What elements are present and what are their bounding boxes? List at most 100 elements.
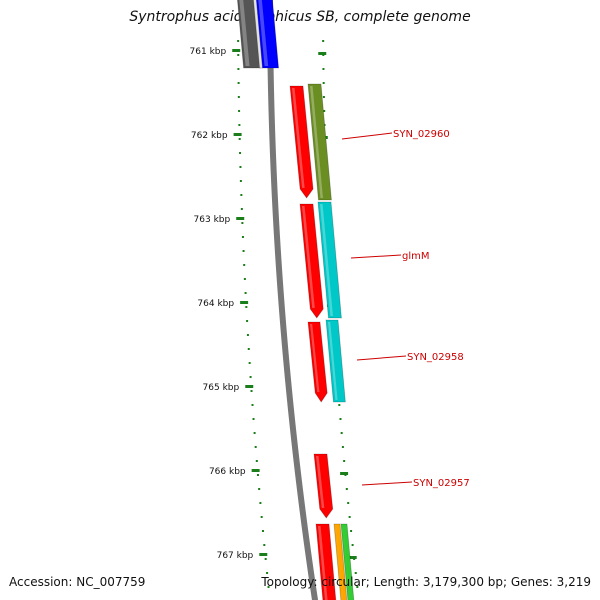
minor-tick [244,292,247,294]
minor-tick [250,390,253,392]
gene-highlight [336,526,344,600]
minor-tick [237,96,240,98]
tick-label: 767 kbp [217,551,254,561]
outer-major-tick [348,556,357,559]
minor-tick [322,40,325,42]
gene-highlight [310,324,320,392]
minor-tick [255,460,258,462]
tick-label: 762 kbp [191,131,228,141]
cds-block-3 [307,321,328,403]
outer-major-tick [318,52,327,55]
minor-tick [341,446,344,448]
minor-tick [261,530,264,532]
minor-tick [240,194,243,196]
major-tick [245,385,254,388]
cds-block-4 [313,453,334,519]
major-tick [240,301,249,304]
minor-tick [251,404,254,406]
accession-text: Accession: NC_007759 [9,575,146,589]
cds-block-2 [299,203,324,319]
minor-tick [240,208,243,210]
gene-block-glmM [317,201,342,319]
minor-tick [239,166,242,168]
cds-block-1 [289,85,314,199]
gene-highlight [343,526,351,600]
gene-block-SYN_02958 [325,319,346,403]
minor-tick [322,68,325,70]
minor-tick [248,362,251,364]
minor-tick [237,40,240,42]
minor-tick [345,488,348,490]
gene-label: SYN_02958 [407,352,464,363]
major-tick [259,553,268,556]
minor-tick [239,152,242,154]
gene-leader-line [356,355,407,361]
gene-highlight [258,0,269,66]
minor-tick [350,530,353,532]
minor-tick [348,516,351,518]
minor-tick [246,320,249,322]
minor-tick [246,334,249,336]
minor-tick [340,432,343,434]
gene-highlight [254,0,262,66]
tick-label: 764 kbp [197,299,234,309]
gene-label: glmM [402,251,430,262]
minor-tick [253,432,256,434]
gene-highlight [318,526,328,600]
map-title: Syntrophus aciditrophicus SB, complete g… [129,9,471,25]
minor-tick [254,446,257,448]
major-tick [233,133,242,136]
tick-label: 766 kbp [209,467,246,477]
gene-block-green [340,523,355,600]
minor-tick [339,418,342,420]
gene-highlight [239,0,250,66]
minor-tick [351,544,354,546]
minor-tick [241,222,244,224]
minor-tick [323,110,326,112]
minor-tick [237,54,240,56]
minor-tick [322,96,325,98]
gene-highlight [320,204,333,316]
minor-tick [264,558,267,560]
gene-leader-line [341,132,393,140]
minor-tick [252,418,255,420]
inner-minor-ticks [237,40,270,588]
gene-highlight [328,322,338,400]
gene-label: SYN_02960 [393,129,450,140]
minor-tick [245,306,248,308]
minor-tick [242,250,245,252]
minor-tick [239,180,242,182]
gene-leader-line [361,481,413,486]
gene-highlight [310,86,323,198]
minor-tick [247,348,250,350]
minor-tick [356,586,359,588]
minor-tick [266,572,269,574]
feature-blue-block [256,0,280,69]
minor-tick [347,502,350,504]
minor-tick [354,572,357,574]
minor-tick [260,516,263,518]
minor-tick [258,488,261,490]
outer-major-tick [340,472,349,475]
backbone-circle [267,0,319,600]
minor-tick [243,264,246,266]
minor-tick [237,68,240,70]
minor-tick [249,376,252,378]
minor-tick [259,502,262,504]
minor-tick [237,82,240,84]
minor-tick [243,278,246,280]
tick-label: 765 kbp [203,383,240,393]
minor-tick [238,110,241,112]
minor-tick [238,124,241,126]
tick-label: 763 kbp [194,215,231,225]
gene-block-SYN_02960 [307,83,332,201]
tick-label: 761 kbp [190,47,227,57]
gene-highlight [302,206,315,308]
major-tick [236,217,245,220]
minor-tick [256,474,259,476]
minor-tick [238,138,241,140]
major-tick [251,469,260,472]
major-tick [232,49,241,52]
minor-tick [241,236,244,238]
